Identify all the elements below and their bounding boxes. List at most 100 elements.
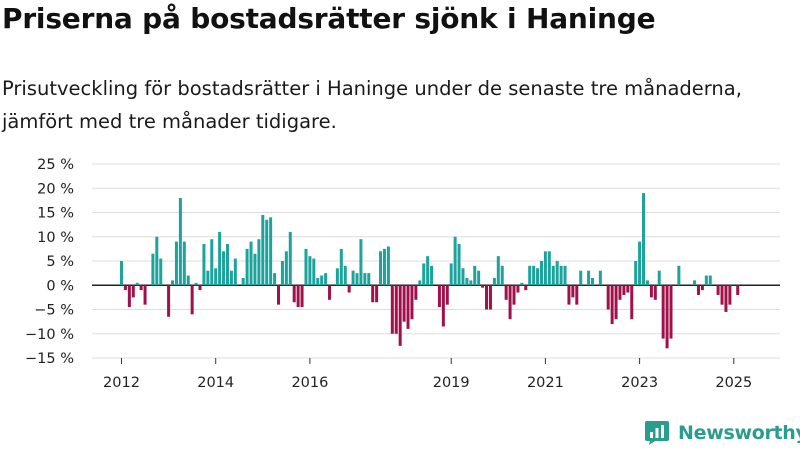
bar bbox=[261, 214, 265, 286]
bar bbox=[371, 285, 375, 303]
bar bbox=[449, 263, 453, 286]
bar bbox=[155, 236, 159, 286]
bar bbox=[571, 285, 575, 298]
bar bbox=[430, 265, 434, 286]
bar bbox=[229, 270, 233, 286]
annotations: −2 % bbox=[737, 0, 778, 4]
y-tick-label: 10 % bbox=[37, 230, 74, 246]
brand-name: Newsworthy bbox=[678, 422, 800, 444]
bar bbox=[414, 285, 418, 300]
bar bbox=[488, 285, 492, 310]
chart-subtitle: Prisutveckling för bostadsrätter i Hanin… bbox=[2, 77, 742, 133]
bar bbox=[351, 270, 355, 286]
bar bbox=[437, 285, 441, 308]
bar bbox=[257, 239, 261, 286]
bar bbox=[253, 253, 257, 286]
x-tick-label: 2012 bbox=[103, 375, 140, 391]
x-tick-label: 2021 bbox=[527, 375, 564, 391]
bar bbox=[724, 285, 728, 312]
bar bbox=[539, 261, 543, 286]
bar bbox=[469, 280, 473, 286]
bar bbox=[528, 265, 532, 286]
x-tick-label: 2025 bbox=[715, 375, 752, 391]
bar bbox=[304, 248, 308, 286]
y-tick-label: 5 % bbox=[46, 254, 74, 270]
bar bbox=[120, 261, 123, 286]
bar bbox=[288, 231, 292, 286]
x-tick-label: 2019 bbox=[433, 375, 470, 391]
bar bbox=[178, 197, 182, 286]
bar bbox=[418, 280, 422, 286]
bar bbox=[473, 265, 477, 286]
bar bbox=[265, 219, 269, 286]
bar bbox=[485, 285, 489, 310]
bar bbox=[626, 285, 630, 293]
y-tick-label: −15 % bbox=[25, 351, 74, 367]
y-tick-label: 0 % bbox=[46, 278, 74, 294]
y-tick-label: −10 % bbox=[25, 327, 74, 343]
bar bbox=[700, 285, 704, 291]
bar bbox=[661, 285, 665, 339]
bar bbox=[477, 270, 481, 286]
bar bbox=[382, 248, 386, 286]
annotation-latest-value: −2 % bbox=[737, 0, 778, 4]
bar bbox=[457, 244, 461, 286]
bar bbox=[296, 285, 300, 308]
bar bbox=[445, 285, 449, 305]
bar bbox=[174, 241, 178, 286]
bar bbox=[591, 277, 594, 286]
bar bbox=[167, 285, 171, 317]
bar bbox=[728, 285, 732, 305]
bar bbox=[324, 273, 328, 286]
bar bbox=[292, 285, 296, 303]
bar bbox=[630, 285, 634, 320]
bar bbox=[669, 285, 673, 339]
bar bbox=[638, 241, 642, 286]
bar bbox=[135, 282, 139, 286]
bar bbox=[634, 261, 638, 286]
bar bbox=[736, 285, 740, 295]
bar bbox=[579, 270, 583, 286]
bar bbox=[465, 277, 469, 286]
y-tick-label: 20 % bbox=[37, 181, 74, 197]
bar bbox=[386, 246, 390, 286]
bar bbox=[461, 268, 465, 286]
chart-title: Priserna på bostadsrätter sjönk i Haning… bbox=[2, 2, 656, 35]
bar bbox=[543, 251, 547, 286]
bar bbox=[375, 285, 379, 303]
bar bbox=[693, 280, 697, 286]
bar bbox=[182, 241, 186, 286]
bar bbox=[335, 268, 339, 286]
bar bbox=[222, 251, 226, 286]
bar bbox=[214, 268, 218, 286]
bar bbox=[277, 285, 280, 305]
y-tick-label: 15 % bbox=[37, 206, 74, 222]
bar bbox=[551, 265, 555, 286]
bar bbox=[642, 193, 646, 286]
bar bbox=[618, 285, 622, 300]
y-tick-label: −5 % bbox=[34, 303, 74, 319]
bar bbox=[547, 251, 551, 286]
bar bbox=[606, 285, 610, 310]
bar bbox=[536, 268, 540, 286]
x-axis: 2012 2014 2016 2019 2021 2023 2025 bbox=[103, 358, 752, 391]
bar bbox=[328, 285, 332, 300]
bar bbox=[280, 261, 284, 286]
bar bbox=[339, 248, 343, 286]
bar bbox=[524, 285, 528, 291]
bar bbox=[249, 241, 253, 286]
bar bbox=[186, 275, 190, 286]
bar bbox=[394, 285, 398, 334]
bar bbox=[653, 285, 657, 300]
bar bbox=[657, 270, 661, 286]
bar bbox=[441, 285, 445, 327]
bar bbox=[575, 285, 579, 305]
bar bbox=[390, 285, 394, 334]
bar bbox=[587, 270, 591, 286]
bar bbox=[614, 285, 618, 320]
bar bbox=[123, 285, 127, 291]
bar bbox=[363, 273, 367, 286]
bar bbox=[504, 285, 508, 300]
bar bbox=[218, 231, 222, 286]
